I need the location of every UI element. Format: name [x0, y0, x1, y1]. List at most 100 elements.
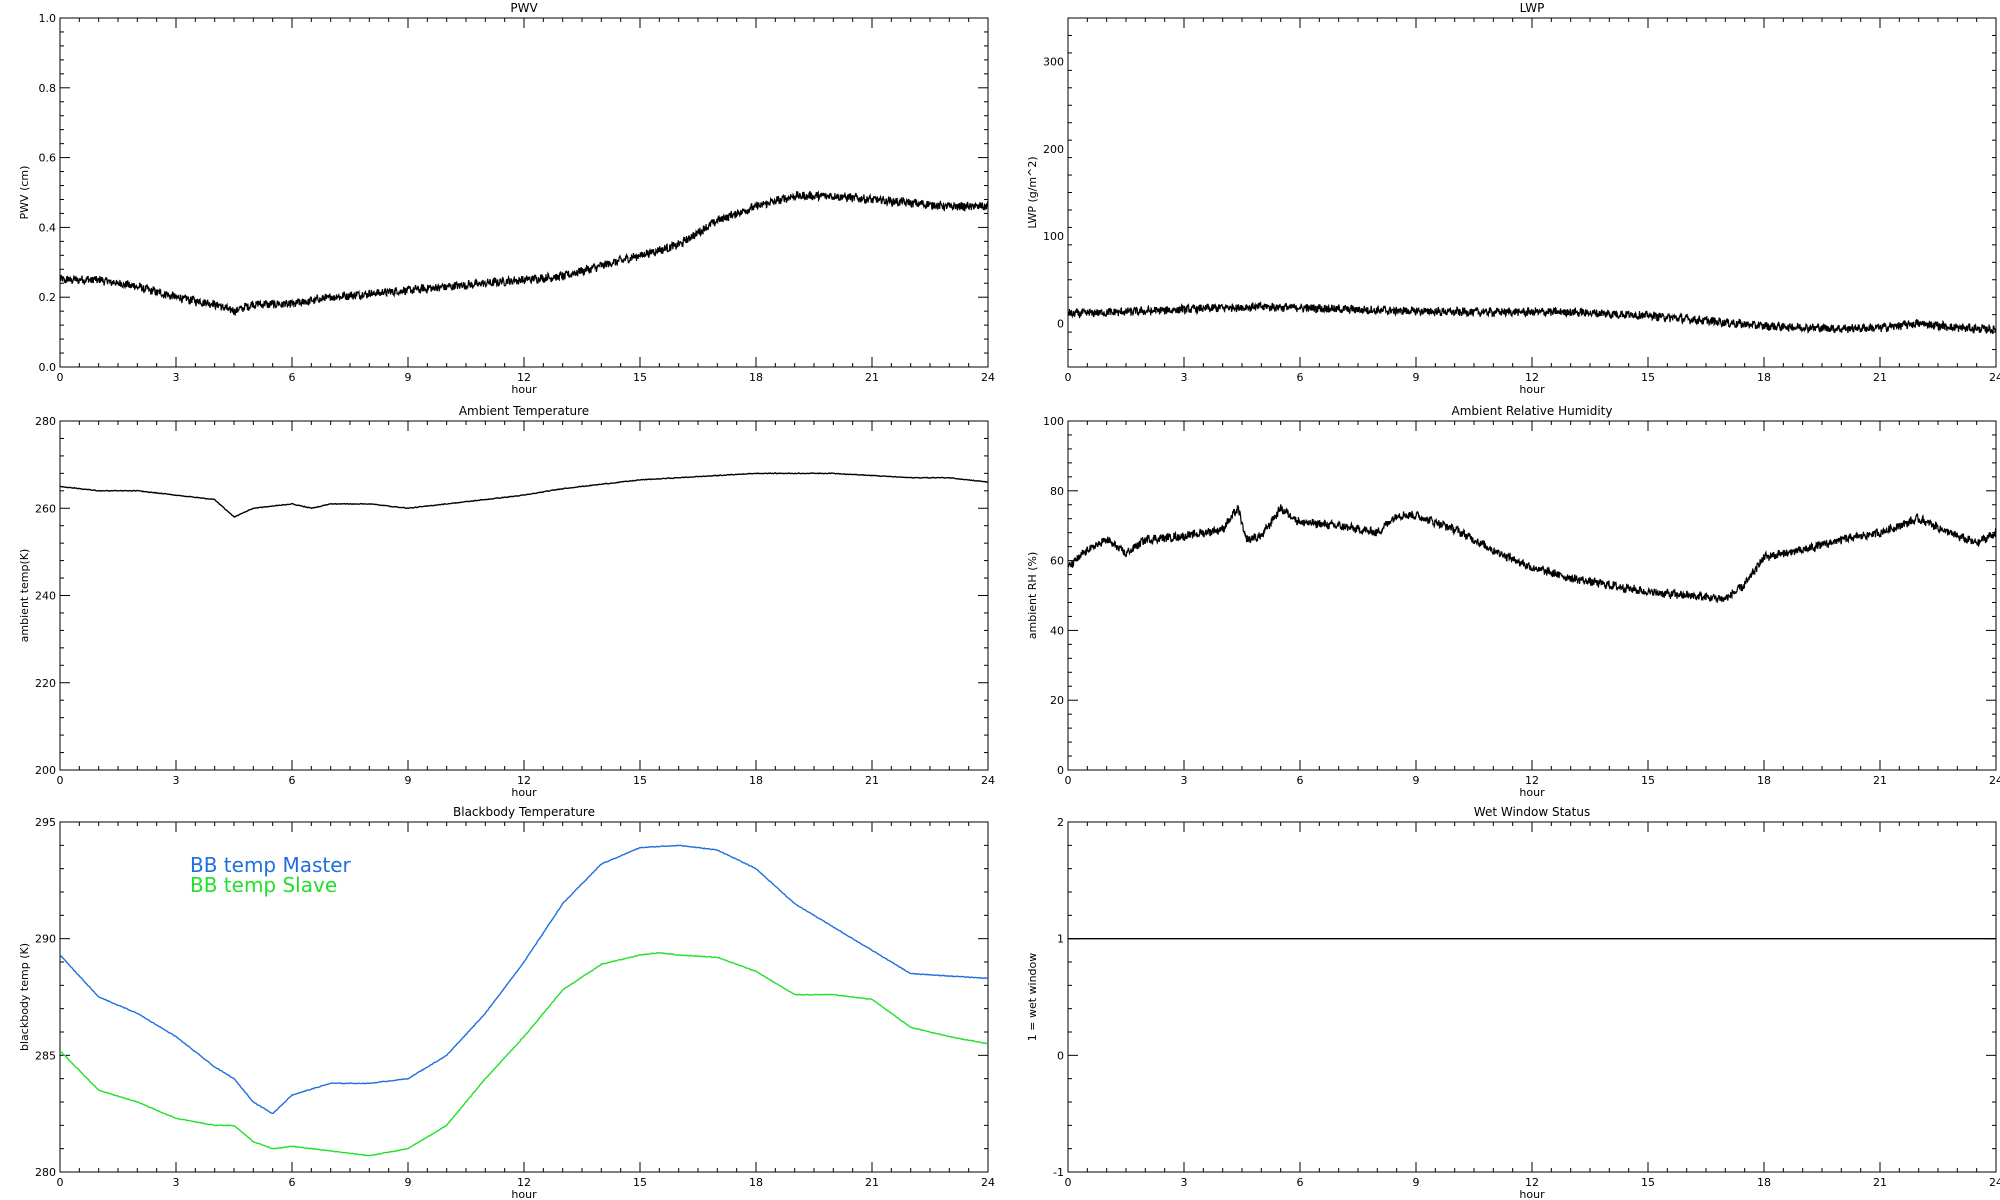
- y-tick-label: 100: [1043, 415, 1064, 428]
- panel-1: PWV 0 3 6 9 12 15 18 21 24 hour 0.0 0.2 0.4 0.6 0.8 1.0 P…: [18, 1, 995, 396]
- y-tick-label: 2: [1057, 816, 1064, 829]
- plot-frame: [59, 17, 989, 368]
- y-tick-label: 20: [1050, 694, 1064, 707]
- panel-title: PWV: [510, 1, 538, 15]
- y-axis-label: LWP (g/m^2): [1026, 156, 1039, 228]
- x-tick-label: 6: [289, 1176, 296, 1189]
- x-tick-label: 12: [517, 371, 531, 384]
- x-axis-label: hour: [511, 1188, 537, 1200]
- x-tick-label: 6: [1297, 371, 1304, 384]
- x-tick-label: 9: [1413, 1176, 1420, 1189]
- x-tick-label: 21: [1873, 1176, 1887, 1189]
- panel-title: Wet Window Status: [1474, 805, 1590, 819]
- plot-frame: [59, 420, 989, 771]
- x-tick-label: 9: [405, 774, 412, 787]
- y-tick-label: 0.0: [39, 361, 57, 374]
- x-tick-label: 21: [865, 774, 879, 787]
- x-tick-label: 0: [1065, 1176, 1072, 1189]
- plot-frame: [1067, 17, 1997, 368]
- x-tick-label: 21: [865, 1176, 879, 1189]
- y-tick-label: 100: [1043, 230, 1064, 243]
- panel-title: Ambient Temperature: [459, 404, 589, 418]
- x-tick-label: 21: [1873, 774, 1887, 787]
- x-tick-label: 24: [981, 1176, 995, 1189]
- panel-title: Ambient Relative Humidity: [1452, 404, 1613, 418]
- x-tick-label: 12: [1525, 371, 1539, 384]
- panel-5: Blackbody Temperature 0 3 6 9 12 15 18 21 24 hour 2…: [18, 805, 995, 1200]
- legend-entry: BB temp Master: [190, 853, 352, 877]
- series-line-1: [60, 472, 988, 518]
- x-tick-label: 21: [865, 371, 879, 384]
- x-tick-label: 3: [1181, 371, 1188, 384]
- x-tick-label: 12: [1525, 1176, 1539, 1189]
- x-tick-label: 21: [1873, 371, 1887, 384]
- x-tick-label: 18: [1757, 1176, 1771, 1189]
- x-tick-label: 15: [1641, 371, 1655, 384]
- x-axis-label: hour: [1519, 786, 1545, 799]
- x-tick-label: 3: [173, 774, 180, 787]
- x-axis-label: hour: [511, 786, 537, 799]
- x-axis-label: hour: [511, 383, 537, 396]
- y-tick-label: 240: [35, 590, 56, 603]
- legend-entry: BB temp Slave: [190, 873, 337, 897]
- x-tick-label: 15: [1641, 1176, 1655, 1189]
- y-tick-label: 0: [1057, 764, 1064, 777]
- series-line-1: [1068, 301, 1996, 335]
- plot-frame: [1067, 420, 1997, 771]
- x-tick-label: 0: [57, 1176, 64, 1189]
- x-tick-label: 12: [1525, 774, 1539, 787]
- x-tick-label: 0: [57, 371, 64, 384]
- series-line-2: [60, 951, 988, 1157]
- panel-title: Blackbody Temperature: [453, 805, 595, 819]
- y-tick-label: 200: [35, 764, 56, 777]
- x-tick-label: 0: [1065, 371, 1072, 384]
- x-tick-label: 18: [1757, 371, 1771, 384]
- y-tick-label: 280: [35, 1166, 56, 1179]
- panel-2: LWP 0 3 6 9 12 15 18 21 24 hour 0 100 200 300 LWP (g/m^…: [1026, 1, 2000, 396]
- y-tick-label: 285: [35, 1049, 56, 1062]
- x-tick-label: 6: [1297, 1176, 1304, 1189]
- series-line-1: [60, 190, 988, 316]
- x-tick-label: 6: [289, 371, 296, 384]
- x-tick-label: 24: [981, 371, 995, 384]
- x-tick-label: 24: [1989, 774, 2000, 787]
- y-axis-label: 1 = wet window: [1026, 953, 1039, 1042]
- y-axis-label: ambient temp(K): [18, 549, 31, 643]
- x-tick-label: 3: [1181, 1176, 1188, 1189]
- x-tick-label: 15: [633, 1176, 647, 1189]
- x-tick-label: 18: [1757, 774, 1771, 787]
- x-tick-label: 12: [517, 1176, 531, 1189]
- y-tick-label: 290: [35, 933, 56, 946]
- series-line-1: [1068, 504, 1996, 603]
- y-tick-label: 280: [35, 415, 56, 428]
- x-tick-label: 18: [749, 774, 763, 787]
- y-tick-label: 0.4: [39, 221, 57, 234]
- y-tick-label: 1: [1057, 933, 1064, 946]
- panel-3: Ambient Temperature 0 3 6 9 12 15 18 21 24 hour 200…: [18, 404, 995, 799]
- x-tick-label: 15: [1641, 774, 1655, 787]
- y-tick-label: 200: [1043, 143, 1064, 156]
- x-tick-label: 6: [1297, 774, 1304, 787]
- y-axis-label: blackbody temp (K): [18, 943, 31, 1051]
- x-tick-label: 9: [405, 371, 412, 384]
- x-tick-label: 15: [633, 371, 647, 384]
- y-tick-label: 300: [1043, 56, 1064, 69]
- x-tick-label: 18: [749, 371, 763, 384]
- y-tick-label: 0.8: [39, 82, 57, 95]
- x-tick-label: 3: [173, 371, 180, 384]
- x-axis-label: hour: [1519, 1188, 1545, 1200]
- y-tick-label: 0.6: [39, 152, 57, 165]
- x-tick-label: 9: [1413, 774, 1420, 787]
- y-tick-label: 260: [35, 502, 56, 515]
- y-axis-label: PWV (cm): [18, 166, 31, 220]
- y-tick-label: 295: [35, 816, 56, 829]
- x-tick-label: 6: [289, 774, 296, 787]
- panel-title: LWP: [1520, 1, 1545, 15]
- x-tick-label: 3: [173, 1176, 180, 1189]
- series-line-1: [60, 844, 988, 1115]
- y-tick-label: 60: [1050, 555, 1064, 568]
- x-tick-label: 15: [633, 774, 647, 787]
- y-axis-label: ambient RH (%): [1026, 552, 1039, 640]
